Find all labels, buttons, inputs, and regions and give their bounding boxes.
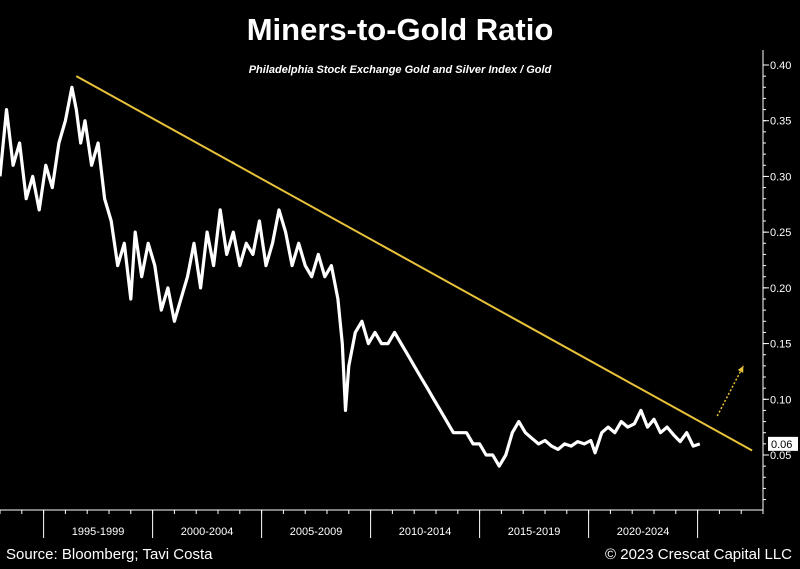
y-tick-label: 0.20	[770, 283, 791, 295]
y-axis: 0.05 0.10 0.15 0.20 0.25 0.30 0.35 0.40 0.06	[762, 50, 798, 510]
x-tick-label: 2005-2009	[290, 526, 343, 538]
trend-arrow	[716, 365, 745, 417]
last-value-label: 0.06	[771, 439, 792, 451]
last-value-badge	[768, 436, 798, 451]
y-tick-label: 0.10	[770, 394, 791, 406]
trend-arrow-head	[737, 365, 744, 373]
y-tick-label: 0.40	[770, 60, 791, 72]
x-tick-label: 2010-2014	[399, 526, 452, 538]
x-tick-label: 2000-2004	[181, 526, 234, 538]
chart-subtitle: Philadelphia Stock Exchange Gold and Sil…	[248, 64, 552, 76]
y-tick-label: 0.15	[770, 339, 791, 351]
y-tick-label: 0.25	[770, 227, 791, 239]
plot-area	[0, 75, 753, 468]
copyright-note: © 2023 Crescat Capital LLC	[605, 546, 792, 563]
x-tick-label: 2015-2019	[508, 526, 561, 538]
y-tick-label: 0.30	[770, 171, 791, 183]
y-tick-label: 0.05	[770, 450, 791, 462]
chart-title: Miners-to-Gold Ratio	[246, 12, 554, 47]
source-note: Source: Bloomberg; Tavi Costa	[6, 546, 213, 563]
x-tick-label: 1995-1999	[72, 526, 125, 538]
x-axis: 1995-1999 2000-2004 2005-2009 2010-2014 2015…	[0, 509, 764, 538]
series-line	[0, 85, 701, 468]
x-tick-label: 2020-2024	[617, 526, 670, 538]
trendline	[75, 75, 753, 452]
y-tick-label: 0.35	[770, 116, 791, 128]
